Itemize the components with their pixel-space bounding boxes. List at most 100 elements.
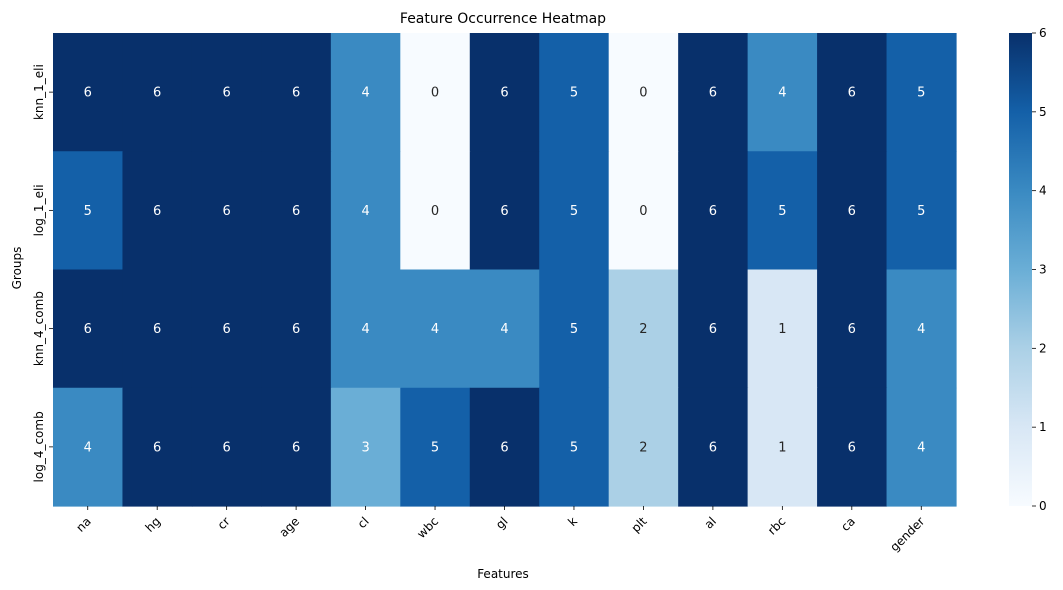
colorbar-gradient (1009, 33, 1032, 506)
cell-value-label: 0 (639, 204, 647, 219)
cell-value-label: 6 (223, 322, 231, 337)
x-axis-ticks: na hg cr age cl wbc gl k plt al rbc ca gender (73, 506, 927, 554)
cell-value-label: 6 (848, 322, 856, 337)
cell-value-label: 4 (361, 204, 369, 219)
cell-value-label: 6 (223, 440, 231, 455)
cell-value-label: 5 (570, 204, 578, 219)
x-tick-label: k (565, 514, 580, 529)
cell-value-label: 6 (500, 86, 508, 101)
heatmap-cell (678, 269, 749, 389)
y-tick-label: log_1_eli (32, 184, 46, 236)
y-tick-label: knn_1_eli (32, 64, 46, 120)
cell-value-label: 5 (431, 440, 439, 455)
heatmap-cell (539, 387, 610, 507)
heatmap-cell (469, 269, 540, 389)
cell-value-label: 4 (84, 440, 92, 455)
heatmap-cell (191, 269, 262, 389)
heatmap-cell (678, 151, 749, 271)
heatmap-cell (817, 269, 888, 389)
heatmap-cell (122, 269, 193, 389)
cell-value-label: 0 (431, 204, 439, 219)
cell-value-label: 2 (639, 322, 647, 337)
cell-value-label: 6 (500, 440, 508, 455)
heatmap-cell (608, 269, 679, 389)
heatmap-cell (817, 387, 888, 507)
colorbar-tick-label: 0 (1039, 499, 1047, 513)
cell-value-label: 5 (570, 440, 578, 455)
heatmap-cell (122, 33, 193, 152)
x-axis-label: Features (477, 567, 529, 581)
cell-value-label: 4 (778, 86, 786, 101)
cell-value-label: 6 (153, 440, 161, 455)
cell-value-label: 6 (292, 440, 300, 455)
cell-value-label: 0 (431, 86, 439, 101)
x-tick-label: wbc (414, 514, 441, 541)
heatmap-cell (469, 33, 540, 152)
x-tick-label: plt (629, 514, 650, 535)
cell-value-label: 6 (292, 86, 300, 101)
cell-value-label: 6 (500, 204, 508, 219)
cell-value-label: 4 (361, 86, 369, 101)
heatmap-cell (53, 269, 124, 389)
cell-value-label: 6 (153, 204, 161, 219)
heatmap-cell (53, 387, 124, 507)
cell-value-label: 6 (292, 204, 300, 219)
heatmap-cell (608, 33, 679, 152)
cell-value-label: 5 (778, 204, 786, 219)
heatmap-cell (678, 33, 749, 152)
x-tick-label: gl (493, 514, 511, 532)
cell-value-label: 6 (153, 322, 161, 337)
heatmap-cell (747, 151, 818, 271)
cell-value-label: 6 (848, 204, 856, 219)
cell-value-label: 6 (153, 86, 161, 101)
colorbar-tick-label: 5 (1039, 105, 1047, 119)
cell-value-label: 4 (917, 440, 925, 455)
x-tick-label: age (277, 514, 303, 540)
x-tick-label: na (73, 514, 93, 534)
colorbar-tick-label: 1 (1039, 420, 1047, 434)
cell-value-label: 6 (709, 440, 717, 455)
cell-value-label: 6 (223, 204, 231, 219)
colorbar-tick-label: 2 (1039, 341, 1047, 355)
heatmap-cell (53, 151, 124, 271)
cell-value-label: 4 (917, 322, 925, 337)
chart-title: Feature Occurrence Heatmap (400, 11, 606, 27)
x-tick-label: cl (355, 514, 372, 531)
cell-value-label: 4 (500, 322, 508, 337)
heatmap-cell (330, 387, 401, 507)
x-tick-label: rbc (765, 514, 788, 537)
heatmap-cells (53, 33, 957, 507)
heatmap-cell (261, 269, 332, 389)
heatmap-cell (886, 269, 957, 389)
heatmap-cell (469, 387, 540, 507)
cell-value-label: 6 (709, 86, 717, 101)
heatmap-cell (886, 33, 957, 152)
x-tick-label: al (702, 514, 719, 531)
heatmap-cell (191, 151, 262, 271)
heatmap-cell (539, 151, 610, 271)
heatmap-cell (330, 269, 401, 389)
heatmap-cell (747, 269, 818, 389)
heatmap-cell (261, 151, 332, 271)
cell-value-label: 3 (361, 440, 369, 455)
colorbar: 0 1 2 3 4 5 6 (1009, 26, 1047, 513)
colorbar-tick-label: 4 (1039, 184, 1047, 198)
cell-value-label: 5 (917, 86, 925, 101)
cell-value-label: 5 (917, 204, 925, 219)
heatmap-cell (886, 151, 957, 271)
heatmap-cell (886, 387, 957, 507)
y-axis-ticks: knn_1_eli log_1_eli knn_4_comb log_4_comb (32, 64, 53, 482)
cell-value-label: 6 (709, 322, 717, 337)
x-tick-label: cr (215, 514, 233, 532)
y-tick-label: log_4_comb (32, 411, 46, 482)
cell-value-label: 6 (848, 440, 856, 455)
cell-value-label: 5 (570, 322, 578, 337)
heatmap-cell (400, 33, 471, 152)
cell-value-label: 1 (778, 440, 786, 455)
heatmap-cell (747, 33, 818, 152)
cell-value-label: 6 (223, 86, 231, 101)
cell-value-label: 2 (639, 440, 647, 455)
heatmap-cell (469, 151, 540, 271)
cell-value-label: 6 (848, 86, 856, 101)
heatmap-cell (747, 387, 818, 507)
